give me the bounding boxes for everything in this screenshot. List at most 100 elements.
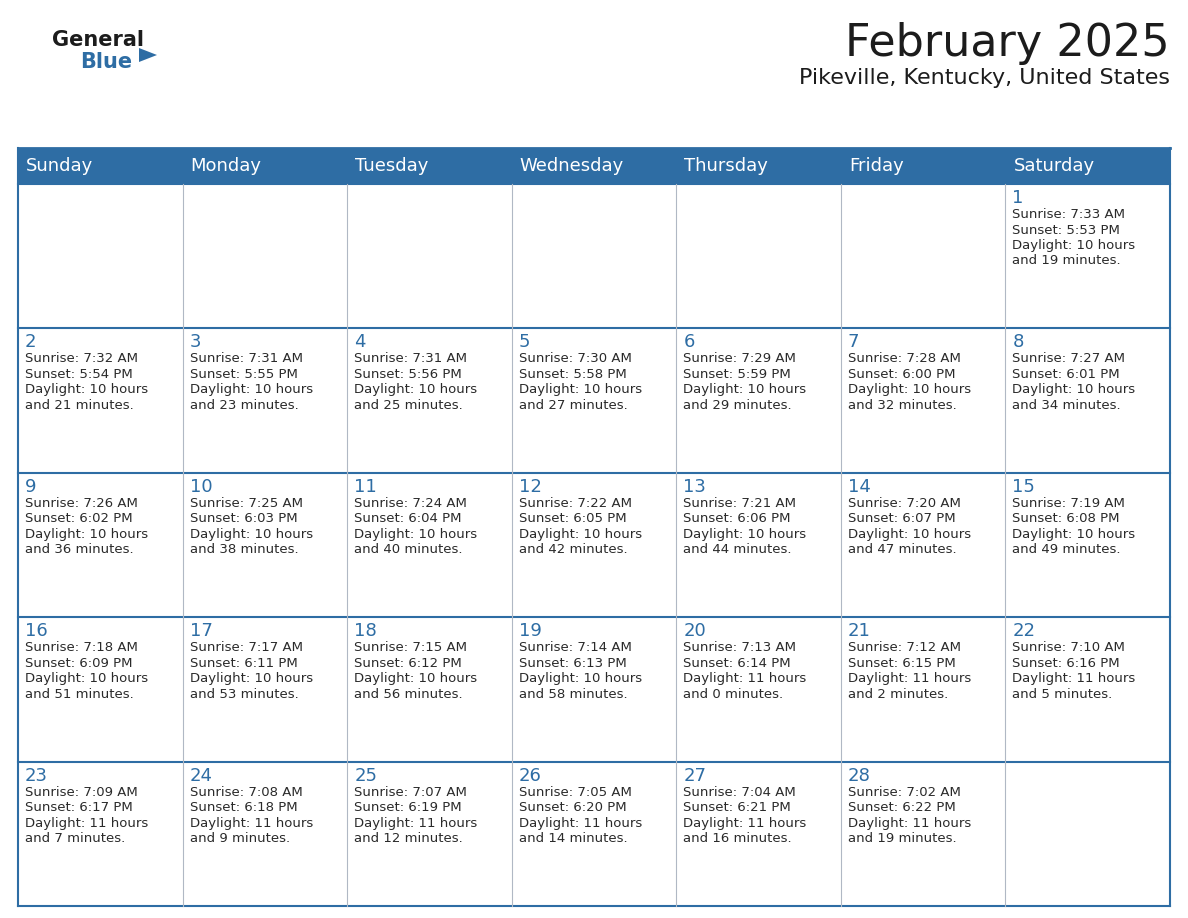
Text: Sunrise: 7:02 AM: Sunrise: 7:02 AM (848, 786, 961, 799)
Bar (348, 618, 512, 762)
Text: and 16 minutes.: and 16 minutes. (683, 832, 792, 845)
Text: and 34 minutes.: and 34 minutes. (1012, 399, 1121, 412)
Text: and 0 minutes.: and 0 minutes. (683, 688, 783, 700)
Text: Sunrise: 7:07 AM: Sunrise: 7:07 AM (354, 786, 467, 799)
Text: and 21 minutes.: and 21 minutes. (25, 399, 134, 412)
Bar (183, 617, 347, 762)
Text: Sunset: 6:06 PM: Sunset: 6:06 PM (683, 512, 791, 525)
Text: Sunset: 6:22 PM: Sunset: 6:22 PM (848, 801, 955, 814)
Text: 19: 19 (519, 622, 542, 640)
Text: Daylight: 10 hours: Daylight: 10 hours (25, 384, 148, 397)
Bar (348, 763, 512, 906)
Bar (676, 473, 841, 617)
Text: 21: 21 (848, 622, 871, 640)
Text: 8: 8 (1012, 333, 1024, 352)
Bar (1006, 618, 1170, 762)
Bar (842, 474, 1005, 617)
Text: Sunset: 6:05 PM: Sunset: 6:05 PM (519, 512, 626, 525)
Text: Daylight: 10 hours: Daylight: 10 hours (354, 672, 478, 685)
Text: Sunset: 6:11 PM: Sunset: 6:11 PM (190, 656, 297, 670)
Text: and 47 minutes.: and 47 minutes. (848, 543, 956, 556)
Text: General: General (52, 30, 144, 50)
Text: 16: 16 (25, 622, 48, 640)
Text: Sunrise: 7:20 AM: Sunrise: 7:20 AM (848, 497, 961, 509)
Bar (1005, 617, 1170, 762)
Bar (676, 184, 841, 329)
Text: and 19 minutes.: and 19 minutes. (1012, 254, 1121, 267)
Bar (1006, 185, 1170, 329)
Text: and 5 minutes.: and 5 minutes. (1012, 688, 1113, 700)
Text: Daylight: 10 hours: Daylight: 10 hours (1012, 384, 1136, 397)
Bar (512, 617, 676, 762)
Text: and 40 minutes.: and 40 minutes. (354, 543, 462, 556)
Text: Sunset: 6:03 PM: Sunset: 6:03 PM (190, 512, 297, 525)
Text: Daylight: 10 hours: Daylight: 10 hours (25, 672, 148, 685)
Text: Sunset: 6:04 PM: Sunset: 6:04 PM (354, 512, 462, 525)
Text: Tuesday: Tuesday (355, 157, 429, 175)
Text: and 53 minutes.: and 53 minutes. (190, 688, 298, 700)
Text: Sunset: 6:21 PM: Sunset: 6:21 PM (683, 801, 791, 814)
Text: and 14 minutes.: and 14 minutes. (519, 832, 627, 845)
Text: Daylight: 10 hours: Daylight: 10 hours (683, 528, 807, 541)
Text: 7: 7 (848, 333, 859, 352)
Bar (513, 474, 676, 617)
Text: 5: 5 (519, 333, 530, 352)
Bar (1005, 762, 1170, 906)
Text: and 32 minutes.: and 32 minutes. (848, 399, 956, 412)
Bar (183, 329, 347, 473)
Text: and 25 minutes.: and 25 minutes. (354, 399, 463, 412)
Text: Sunrise: 7:21 AM: Sunrise: 7:21 AM (683, 497, 796, 509)
Text: and 23 minutes.: and 23 minutes. (190, 399, 298, 412)
Text: Sunrise: 7:10 AM: Sunrise: 7:10 AM (1012, 641, 1125, 655)
Text: 1: 1 (1012, 189, 1024, 207)
Text: Sunset: 6:16 PM: Sunset: 6:16 PM (1012, 656, 1120, 670)
Bar (18, 329, 183, 473)
Text: Sunset: 5:56 PM: Sunset: 5:56 PM (354, 368, 462, 381)
Text: and 42 minutes.: and 42 minutes. (519, 543, 627, 556)
Bar (183, 184, 347, 329)
Text: Sunset: 6:09 PM: Sunset: 6:09 PM (25, 656, 133, 670)
Bar (183, 762, 347, 906)
Bar (19, 618, 183, 762)
Text: Sunrise: 7:09 AM: Sunrise: 7:09 AM (25, 786, 138, 799)
Text: Sunrise: 7:32 AM: Sunrise: 7:32 AM (25, 353, 138, 365)
Text: Sunrise: 7:33 AM: Sunrise: 7:33 AM (1012, 208, 1125, 221)
Text: Sunrise: 7:13 AM: Sunrise: 7:13 AM (683, 641, 796, 655)
Bar (676, 617, 841, 762)
Bar (348, 474, 512, 617)
Bar (841, 473, 1005, 617)
Bar (19, 474, 183, 617)
Bar (1005, 473, 1170, 617)
Text: 2: 2 (25, 333, 37, 352)
Bar (677, 185, 841, 329)
Bar (19, 330, 183, 473)
Text: Sunset: 6:00 PM: Sunset: 6:00 PM (848, 368, 955, 381)
Text: Blue: Blue (80, 52, 132, 72)
Bar (1005, 184, 1170, 329)
Text: Daylight: 10 hours: Daylight: 10 hours (519, 672, 642, 685)
Text: Daylight: 11 hours: Daylight: 11 hours (848, 817, 971, 830)
Text: Sunrise: 7:30 AM: Sunrise: 7:30 AM (519, 353, 632, 365)
Bar (677, 618, 841, 762)
Bar (676, 329, 841, 473)
Bar (842, 330, 1005, 473)
Bar (512, 473, 676, 617)
Bar (347, 184, 512, 329)
Bar (18, 184, 183, 329)
Text: Daylight: 11 hours: Daylight: 11 hours (354, 817, 478, 830)
Text: Daylight: 11 hours: Daylight: 11 hours (683, 672, 807, 685)
Text: Sunrise: 7:04 AM: Sunrise: 7:04 AM (683, 786, 796, 799)
Text: Daylight: 10 hours: Daylight: 10 hours (1012, 239, 1136, 252)
Bar (841, 617, 1005, 762)
Text: Saturday: Saturday (1013, 157, 1094, 175)
Text: 17: 17 (190, 622, 213, 640)
Bar (184, 185, 347, 329)
Text: Daylight: 10 hours: Daylight: 10 hours (354, 384, 478, 397)
Text: Wednesday: Wednesday (519, 157, 624, 175)
Text: Sunday: Sunday (26, 157, 93, 175)
Text: and 29 minutes.: and 29 minutes. (683, 399, 792, 412)
Text: Monday: Monday (190, 157, 261, 175)
Bar (19, 763, 183, 906)
Text: Sunrise: 7:31 AM: Sunrise: 7:31 AM (190, 353, 303, 365)
Bar (347, 329, 512, 473)
